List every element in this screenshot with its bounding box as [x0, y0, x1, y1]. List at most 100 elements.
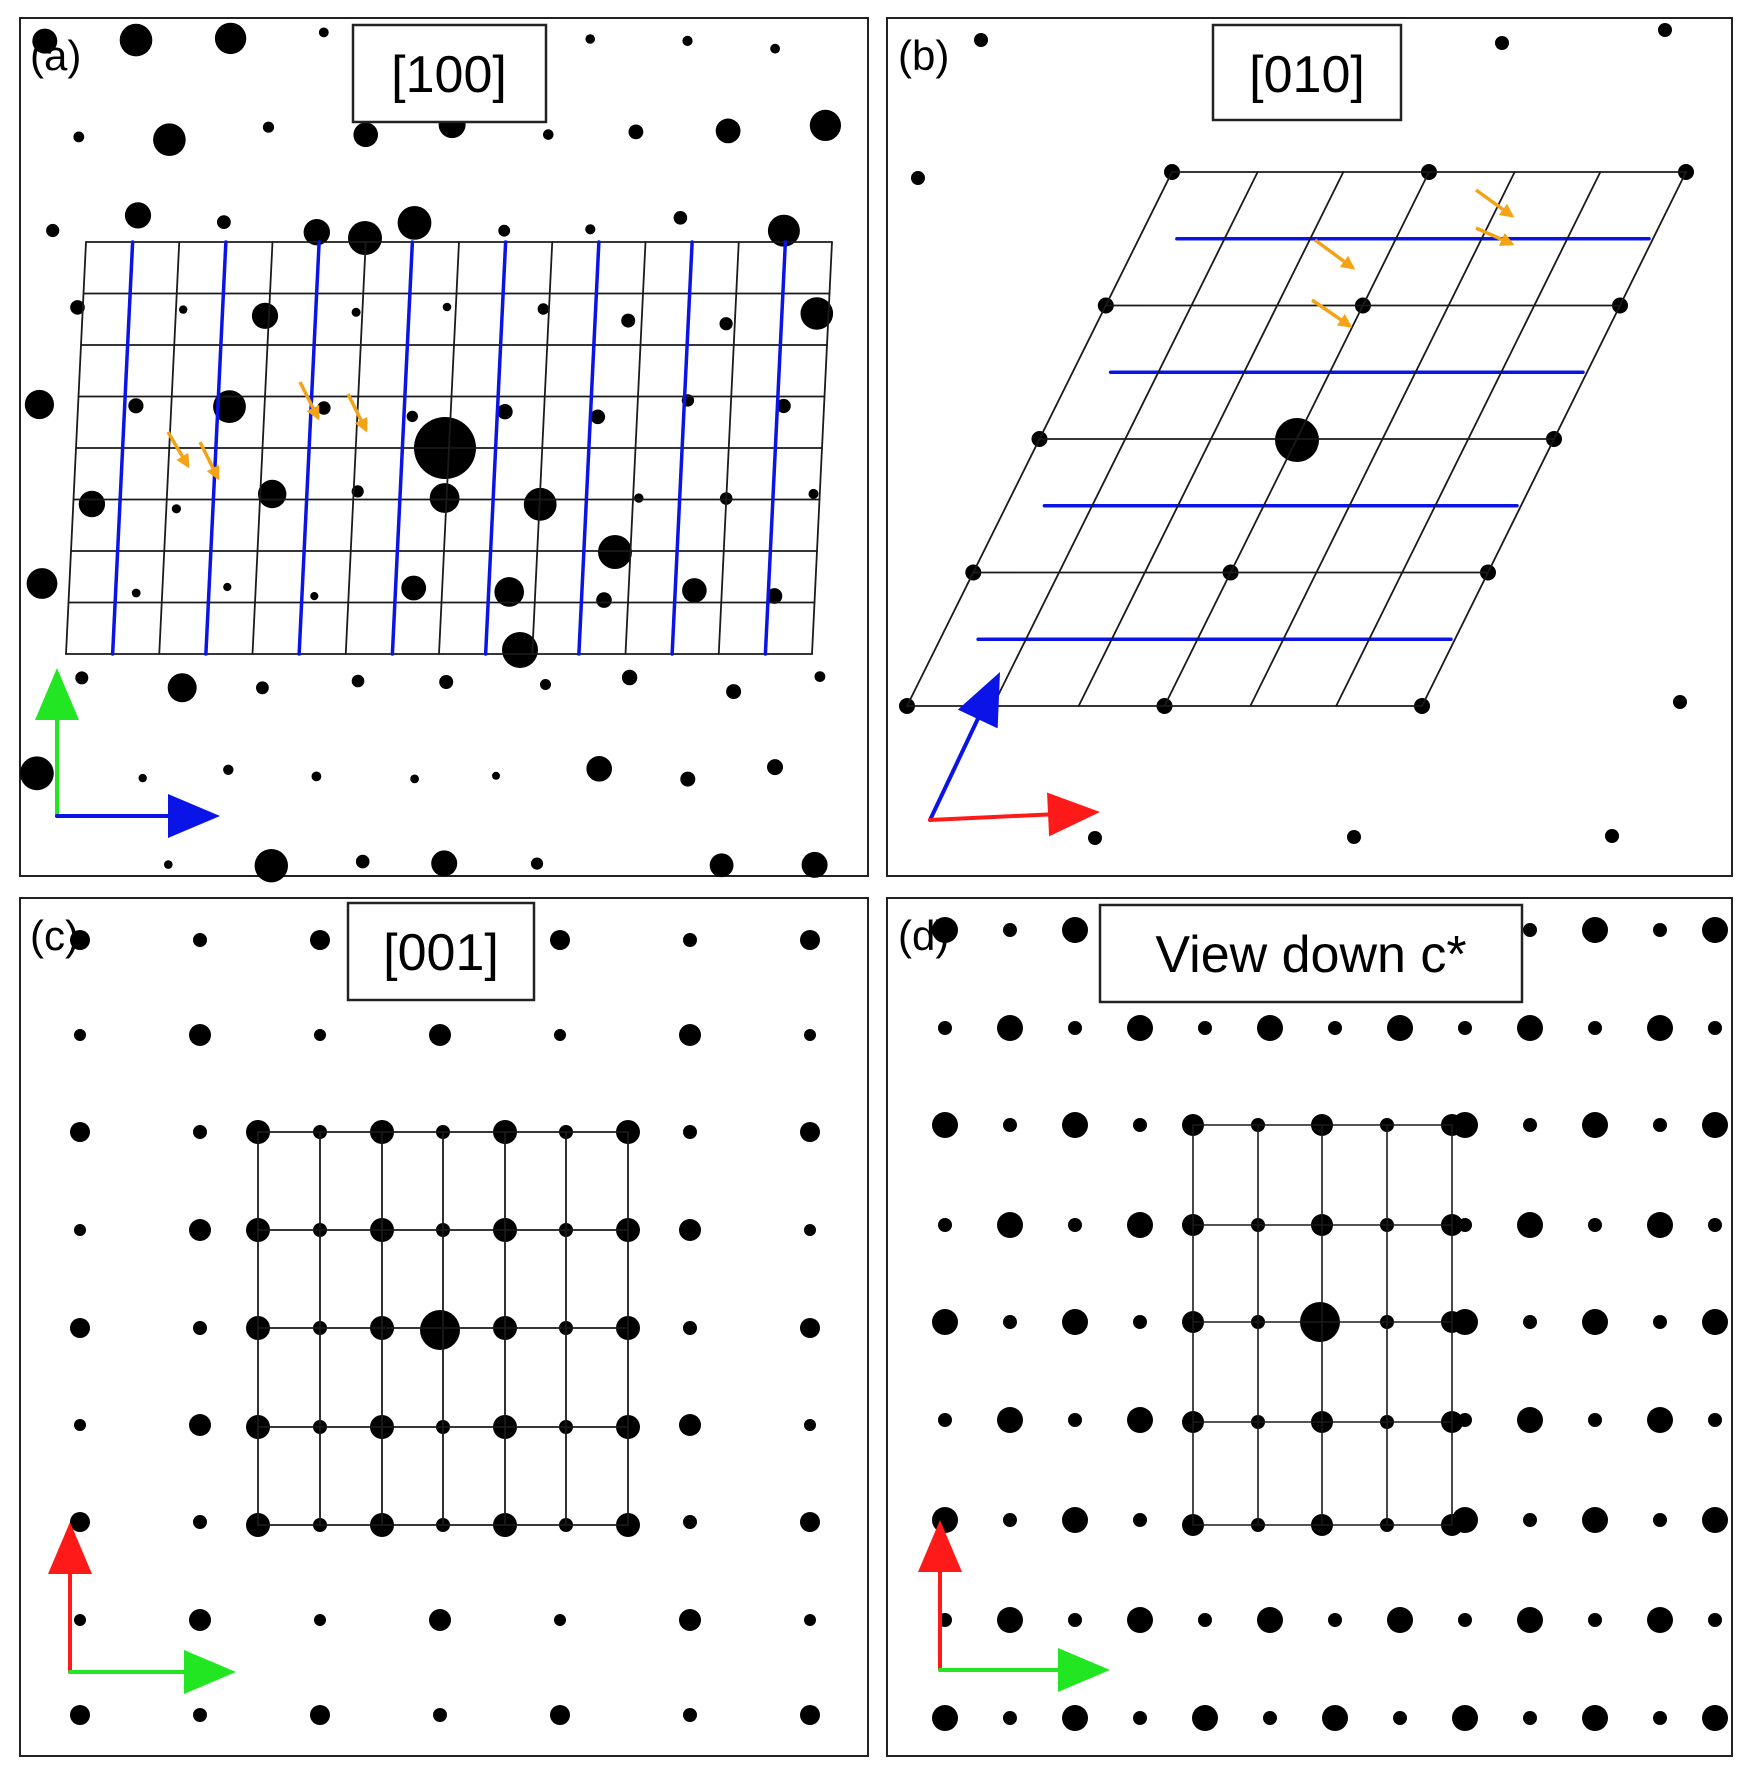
diffraction-spot — [318, 27, 329, 38]
diffraction-spot — [355, 854, 370, 869]
diffraction-spot — [679, 1414, 701, 1436]
diffraction-spot — [193, 1321, 207, 1335]
diffraction-spot — [410, 774, 419, 784]
diffraction-spot — [1458, 1021, 1472, 1035]
diffraction-spot — [70, 1705, 90, 1725]
diffraction-spot — [32, 28, 58, 54]
diffraction-spot — [314, 1029, 326, 1041]
axis-diagonal-head — [957, 672, 1000, 729]
diffraction-spot — [351, 307, 361, 317]
diffraction-spot — [679, 1609, 701, 1631]
panel-c-axes — [48, 1522, 236, 1694]
axis-vertical-head — [48, 1522, 92, 1574]
diffraction-spot — [1582, 1507, 1608, 1533]
grid-column-line — [906, 171, 1173, 707]
diffraction-spot — [1088, 831, 1102, 845]
diffraction-spot — [1523, 1315, 1537, 1329]
diffraction-spot — [767, 759, 783, 776]
diffraction-spot — [1192, 1705, 1218, 1731]
diffraction-spot — [683, 1708, 697, 1722]
diffraction-spot — [119, 23, 153, 57]
diffraction-spot — [1347, 830, 1361, 844]
diffraction-spot — [1322, 1705, 1348, 1731]
diffraction-spot — [189, 1219, 211, 1241]
diffraction-spot — [554, 1614, 566, 1626]
highlight-line — [390, 240, 415, 656]
diffraction-spot — [1133, 1513, 1147, 1527]
diffraction-spot — [997, 1607, 1023, 1633]
diffraction-spot — [1003, 923, 1017, 937]
panel-a-markers — [166, 381, 368, 481]
diffraction-spot — [179, 305, 188, 314]
diffraction-spot — [1517, 1015, 1543, 1041]
highlight-line — [297, 240, 321, 656]
diffraction-spot — [1605, 829, 1619, 843]
panel-b: (b) [010] — [886, 17, 1733, 877]
diffraction-spot — [1647, 1212, 1673, 1238]
diffraction-spot — [70, 1122, 90, 1142]
diffraction-spot — [73, 131, 85, 143]
diffraction-spot — [1062, 1112, 1088, 1138]
diffraction-spot — [1458, 1613, 1472, 1627]
diffraction-spot — [621, 313, 636, 328]
diffraction-spot — [1127, 1607, 1153, 1633]
diffraction-spot — [70, 1512, 90, 1532]
axis-horizontal-head — [184, 1650, 236, 1694]
diffraction-spot — [1708, 1613, 1722, 1627]
orange-marker-arrow — [198, 441, 220, 481]
diffraction-spot — [932, 917, 958, 943]
diffraction-spot — [193, 933, 207, 947]
diffraction-spot — [348, 221, 382, 255]
diffraction-spot — [262, 121, 275, 133]
diffraction-spot — [351, 674, 365, 688]
diffraction-spot — [1127, 1212, 1153, 1238]
diffraction-spot — [1003, 1513, 1017, 1527]
diffraction-spot — [804, 1614, 816, 1626]
diffraction-spot — [254, 849, 288, 883]
axis-diagonal-shaft — [928, 717, 980, 822]
diffraction-spot — [167, 673, 197, 703]
diffraction-spot — [1653, 1315, 1667, 1329]
diffraction-spot — [1588, 1218, 1602, 1232]
diffraction-spot — [766, 588, 783, 604]
diffraction-spot — [494, 577, 524, 607]
diffraction-spot — [124, 202, 152, 229]
diffraction-spot — [719, 317, 733, 331]
diffraction-spot — [1133, 1711, 1147, 1725]
panel-a-tag: (a) — [30, 32, 81, 79]
diffraction-spot — [74, 1419, 86, 1431]
diffraction-spot — [78, 490, 106, 518]
grid-column-line — [624, 241, 647, 655]
grid-column-line — [251, 241, 274, 655]
diffraction-spot — [193, 1515, 207, 1529]
diffraction-spot — [214, 22, 247, 55]
diffraction-spot — [1653, 1711, 1667, 1725]
highlight-line — [763, 240, 788, 656]
grid-column-line — [65, 241, 87, 655]
panel-b-markers — [1311, 188, 1515, 328]
diffraction-spot — [26, 568, 58, 599]
diffraction-spot — [70, 1318, 90, 1338]
diffraction-spot — [1127, 1407, 1153, 1433]
diffraction-spot — [911, 171, 925, 185]
diffraction-spot — [1328, 1613, 1342, 1627]
diffraction-spot — [1198, 1613, 1212, 1627]
diffraction-spot — [1133, 1118, 1147, 1132]
diffraction-spot — [1673, 695, 1687, 709]
diffraction-spot — [401, 575, 427, 601]
diffraction-spot — [189, 1414, 211, 1436]
grid-column-line — [344, 241, 367, 655]
diffraction-spot — [804, 1419, 816, 1431]
diffraction-spot — [397, 206, 432, 240]
diffraction-spot — [932, 1705, 958, 1731]
diffraction-spot — [429, 483, 460, 513]
highlight-line — [483, 240, 508, 656]
diffraction-spot — [1588, 1613, 1602, 1627]
diffraction-spot — [217, 215, 231, 230]
diffraction-spot — [585, 34, 595, 44]
diffraction-spot — [537, 303, 549, 315]
diffraction-spot — [997, 1212, 1023, 1238]
orange-marker-arrow — [1313, 238, 1356, 270]
diffraction-spot — [1582, 1309, 1608, 1335]
